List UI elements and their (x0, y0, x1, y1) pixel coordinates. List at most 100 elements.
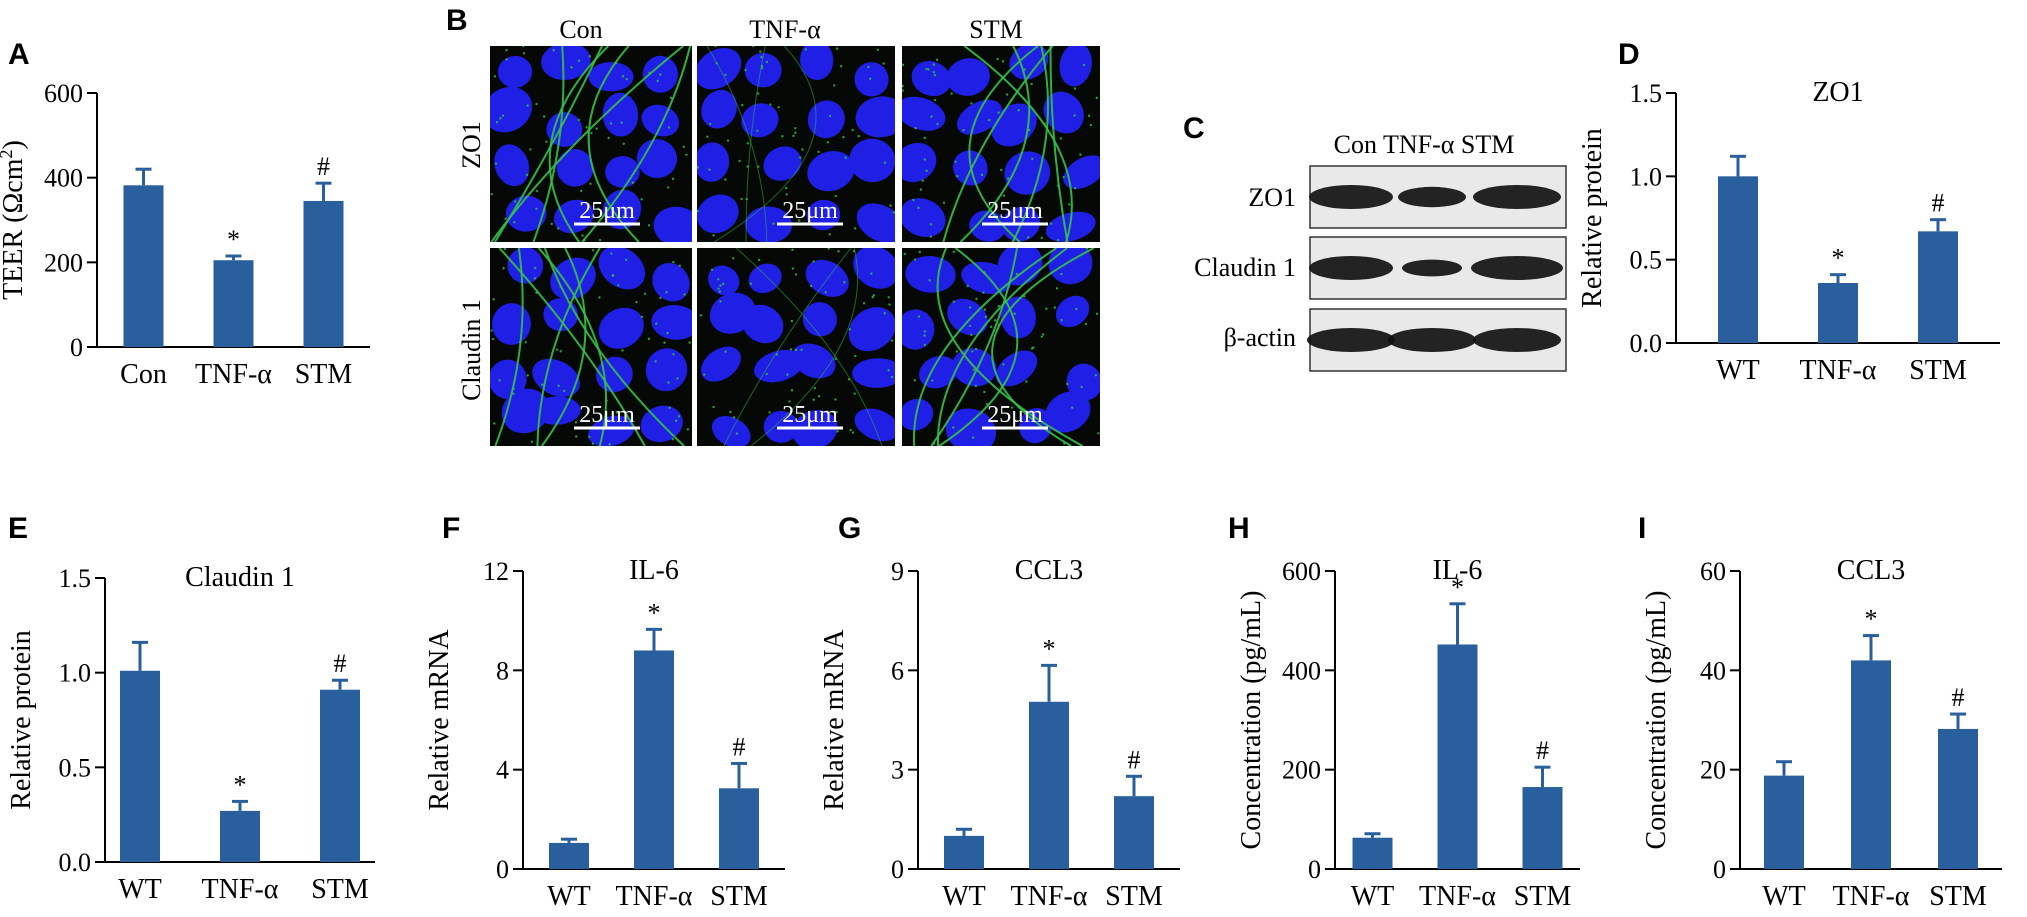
junction-dot (718, 290, 721, 293)
junction-dot (835, 410, 838, 414)
junction-dot (887, 369, 890, 372)
junction-dot (971, 350, 974, 353)
junction-dot (804, 48, 807, 51)
bar (220, 810, 260, 862)
junction-line (706, 46, 768, 242)
junction-dot (525, 173, 529, 177)
chart-i: 0 20 40 60 Concentration (pg/mL) CCL3 WT * TNF-α… (1641, 555, 2002, 912)
junction-dot (930, 115, 933, 118)
junction-dot (902, 89, 904, 92)
junction-dot (745, 197, 748, 201)
junction-dot (903, 252, 906, 256)
junction-dot (918, 250, 921, 254)
junction-dot (585, 126, 588, 129)
junction-dot (983, 390, 986, 394)
junction-dot (1040, 335, 1044, 338)
scale-bar-label: 25μm (987, 198, 1043, 224)
junction-dot (828, 233, 831, 236)
junction-dot (1030, 82, 1033, 86)
junction-line (548, 46, 610, 242)
nucleus (1009, 46, 1049, 80)
junction-dot (598, 296, 601, 299)
junction-dot (512, 392, 515, 396)
junction-dot (974, 347, 978, 351)
junction-dot (970, 333, 973, 337)
junction-line (930, 248, 1019, 446)
y-tick-label: 0 (1713, 855, 1726, 884)
junction-dot (726, 139, 730, 142)
junction-dot (988, 118, 991, 122)
nucleus (856, 203, 895, 242)
junction-dot (794, 273, 798, 276)
junction-dot (1041, 333, 1045, 336)
junction-dot (683, 293, 686, 296)
nucleus (708, 265, 740, 296)
junction-dot (588, 55, 591, 58)
junction-line (936, 248, 1068, 446)
junction-dot (1055, 287, 1059, 290)
junction-dot (491, 337, 495, 341)
junction-dot (932, 442, 936, 445)
junction-line (723, 248, 852, 446)
nucleus (497, 55, 533, 88)
junction-dot (1097, 432, 1100, 435)
significance-mark: * (234, 770, 247, 799)
y-tick-label: 0.0 (1630, 329, 1663, 358)
junction-dot (501, 114, 505, 117)
nucleus (742, 304, 784, 344)
junction-dot (1068, 203, 1071, 206)
junction-dot (1015, 272, 1019, 276)
nucleus (556, 149, 594, 187)
blot-band (1398, 186, 1466, 208)
junction-dot (851, 128, 854, 132)
x-category-label: TNF-α (1011, 881, 1088, 912)
scale-bar-label: 25μm (987, 402, 1043, 428)
junction-line (543, 248, 685, 446)
x-category-label: STM (1909, 355, 1967, 386)
nucleus (807, 100, 845, 139)
junction-dot (853, 392, 856, 395)
junction-dot (813, 386, 817, 390)
junction-dot (744, 68, 747, 72)
junction-dot (853, 227, 857, 230)
bar (1352, 837, 1393, 869)
nucleus (641, 104, 680, 137)
junction-dot (719, 284, 722, 287)
micrograph-content (902, 248, 1100, 446)
junction-dot (935, 58, 939, 62)
junction-dot (1095, 96, 1098, 100)
junction-dot (1095, 312, 1099, 316)
bar (123, 185, 164, 347)
scale-bar-label: 25μm (579, 402, 635, 428)
nucleus (947, 298, 988, 336)
junction-dot (1032, 346, 1035, 349)
junction-dot (611, 274, 614, 277)
junction-line (750, 248, 859, 446)
junction-dot (952, 426, 955, 429)
y-tick-label: 1.0 (1630, 162, 1663, 191)
junction-dot (1087, 114, 1091, 118)
junction-dot (608, 443, 611, 446)
junction-dot (502, 267, 505, 270)
bar (1938, 728, 1978, 869)
junction-dot (729, 410, 732, 414)
blot-band (1473, 185, 1561, 209)
nucleus (997, 248, 1043, 286)
micrograph-content (490, 248, 692, 446)
y-axis-label: Relative protein (1577, 128, 1608, 308)
junction-dot (731, 257, 735, 260)
junction-dot (966, 284, 969, 288)
junction-dot (769, 103, 772, 106)
junction-dot (570, 66, 573, 69)
junction-dot (605, 399, 608, 402)
nucleus (605, 156, 640, 188)
junction-dot (697, 209, 699, 213)
junction-dot (688, 341, 691, 344)
junction-dot (721, 282, 725, 286)
junction-dot (654, 360, 657, 363)
chart-title: IL-6 (629, 555, 679, 586)
bar (944, 835, 984, 869)
junction-dot (757, 165, 760, 168)
junction-line (745, 46, 766, 242)
